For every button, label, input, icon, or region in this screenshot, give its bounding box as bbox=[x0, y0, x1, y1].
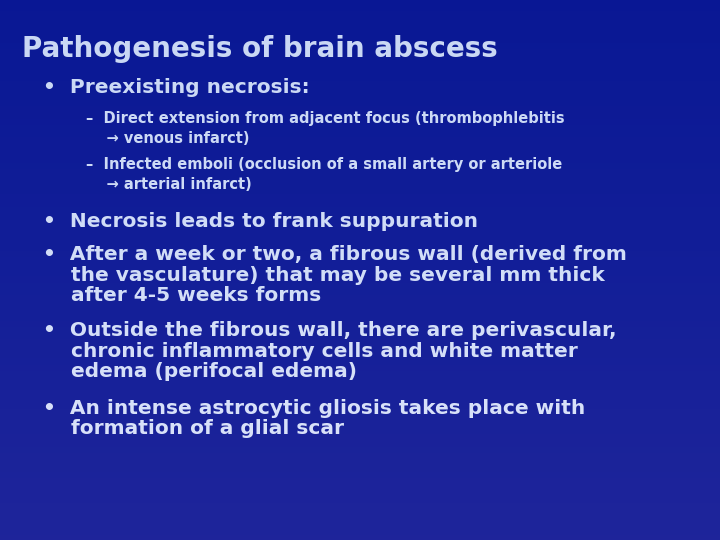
Text: •  After a week or two, a fibrous wall (derived from: • After a week or two, a fibrous wall (d… bbox=[43, 245, 627, 264]
Text: formation of a glial scar: formation of a glial scar bbox=[43, 419, 344, 438]
Text: •  Outside the fibrous wall, there are perivascular,: • Outside the fibrous wall, there are pe… bbox=[43, 321, 617, 340]
Text: chronic inflammatory cells and white matter: chronic inflammatory cells and white mat… bbox=[43, 342, 578, 361]
Text: after 4-5 weeks forms: after 4-5 weeks forms bbox=[43, 286, 321, 305]
Text: –  Infected emboli (occlusion of a small artery or arteriole: – Infected emboli (occlusion of a small … bbox=[86, 157, 562, 172]
Text: –  Direct extension from adjacent focus (thrombophlebitis: – Direct extension from adjacent focus (… bbox=[86, 111, 565, 126]
Text: •  An intense astrocytic gliosis takes place with: • An intense astrocytic gliosis takes pl… bbox=[43, 399, 585, 417]
Text: edema (perifocal edema): edema (perifocal edema) bbox=[43, 362, 357, 381]
Text: Pathogenesis of brain abscess: Pathogenesis of brain abscess bbox=[22, 35, 498, 63]
Text: → arterial infarct): → arterial infarct) bbox=[86, 177, 252, 192]
Text: •  Preexisting necrosis:: • Preexisting necrosis: bbox=[43, 78, 310, 97]
Text: the vasculature) that may be several mm thick: the vasculature) that may be several mm … bbox=[43, 266, 605, 285]
Text: •  Necrosis leads to frank suppuration: • Necrosis leads to frank suppuration bbox=[43, 212, 478, 231]
Text: → venous infarct): → venous infarct) bbox=[86, 131, 250, 146]
